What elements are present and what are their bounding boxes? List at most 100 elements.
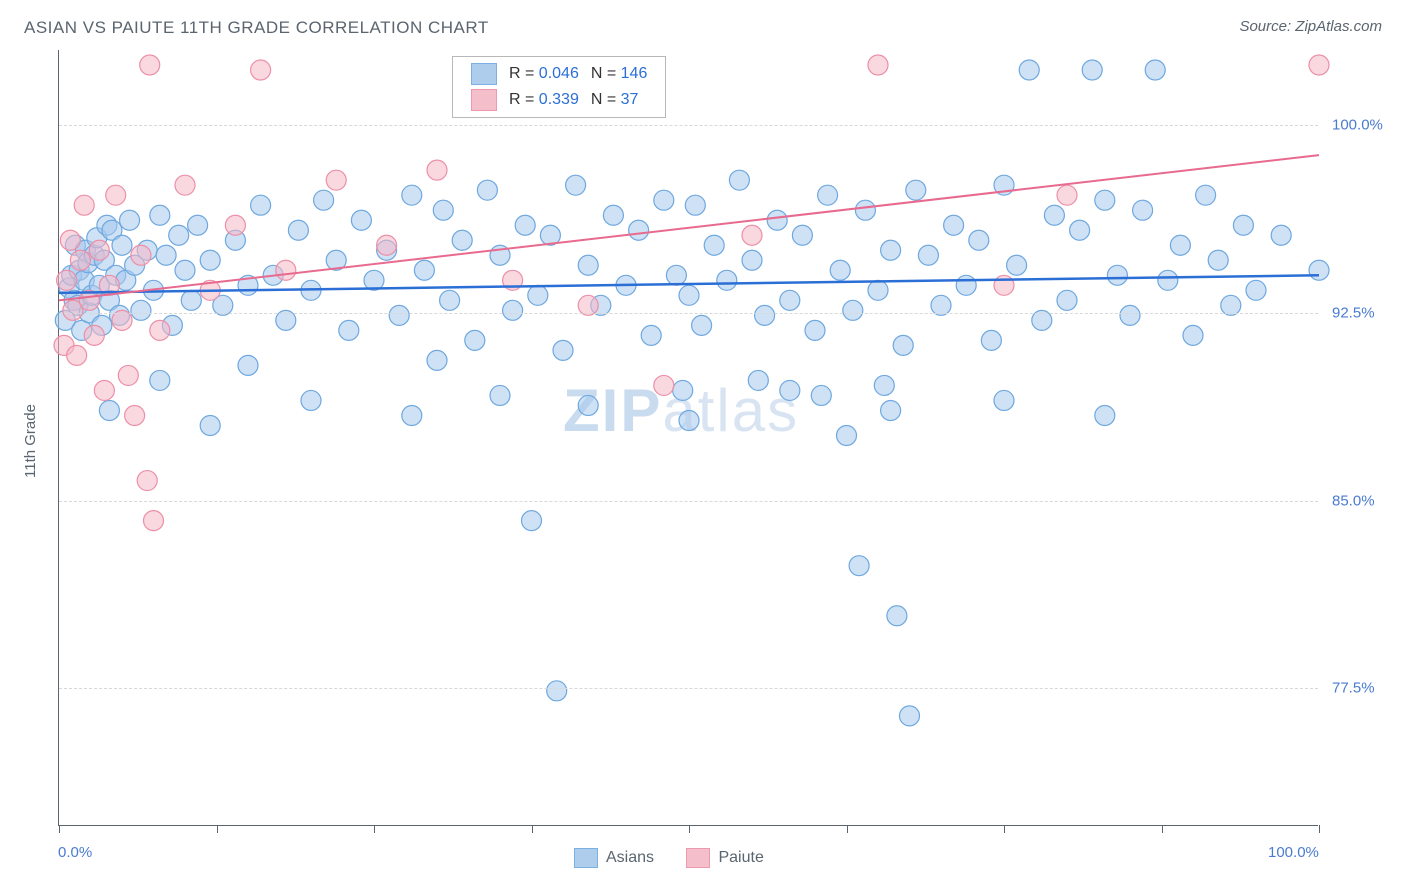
data-point (654, 190, 674, 210)
data-point (830, 260, 850, 280)
swatch-paiute-icon (686, 848, 710, 868)
data-point (906, 180, 926, 200)
data-point (150, 205, 170, 225)
y-tick-label: 92.5% (1332, 304, 1375, 321)
x-tick (532, 825, 533, 833)
data-point (181, 290, 201, 310)
data-point (70, 250, 90, 270)
data-point (175, 260, 195, 280)
data-point (477, 180, 497, 200)
data-point (881, 240, 901, 260)
y-tick-label: 100.0% (1332, 117, 1383, 134)
data-point (969, 230, 989, 250)
y-tick-label: 77.5% (1332, 680, 1375, 697)
legend-item-asians: Asians (574, 848, 654, 868)
data-point (811, 385, 831, 405)
data-point (1271, 225, 1291, 245)
data-point (94, 380, 114, 400)
data-point (1309, 55, 1329, 75)
data-point (427, 160, 447, 180)
data-point (1246, 280, 1266, 300)
swatch-paiute (471, 89, 497, 111)
data-point (144, 511, 164, 531)
data-point (805, 320, 825, 340)
data-point (994, 390, 1014, 410)
legend-bottom: Asians Paiute (560, 848, 778, 873)
data-point (566, 175, 586, 195)
data-point (276, 260, 296, 280)
data-point (440, 290, 460, 310)
data-point (1044, 205, 1064, 225)
y-tick-label: 85.0% (1332, 492, 1375, 509)
chart-title: ASIAN VS PAIUTE 11TH GRADE CORRELATION C… (24, 18, 489, 38)
data-point (188, 215, 208, 235)
data-point (528, 285, 548, 305)
data-point (106, 185, 126, 205)
data-point (956, 275, 976, 295)
data-point (1233, 215, 1253, 235)
data-point (881, 400, 901, 420)
data-point (547, 681, 567, 701)
data-point (339, 320, 359, 340)
data-point (666, 265, 686, 285)
data-point (553, 340, 573, 360)
n-value-paiute: 37 (621, 91, 639, 108)
data-point (402, 405, 422, 425)
data-point (742, 225, 762, 245)
data-point (692, 315, 712, 335)
data-point (57, 270, 77, 290)
data-point (150, 370, 170, 390)
y-axis-title: 11th Grade (22, 404, 39, 478)
data-point (944, 215, 964, 235)
legend-label-asians: Asians (606, 849, 654, 867)
data-point (1095, 405, 1115, 425)
data-point (156, 245, 176, 265)
data-point (60, 230, 80, 250)
data-point (1057, 290, 1077, 310)
r-value-asians: 0.046 (539, 65, 579, 82)
legend-row-paiute: R = 0.339 N = 37 (465, 87, 653, 113)
data-point (742, 250, 762, 270)
legend-item-paiute: Paiute (686, 848, 763, 868)
data-point (314, 190, 334, 210)
data-point (433, 200, 453, 220)
data-point (1309, 260, 1329, 280)
data-point (251, 195, 271, 215)
data-point (140, 55, 160, 75)
data-point (837, 425, 857, 445)
x-min-label: 0.0% (58, 844, 92, 861)
x-tick (689, 825, 690, 833)
data-point (780, 290, 800, 310)
data-point (729, 170, 749, 190)
data-point (99, 400, 119, 420)
data-point (1170, 235, 1190, 255)
data-point (89, 240, 109, 260)
data-point (603, 205, 623, 225)
data-point (792, 225, 812, 245)
data-point (818, 185, 838, 205)
data-point (1019, 60, 1039, 80)
data-point (150, 320, 170, 340)
data-point (1007, 255, 1027, 275)
data-point (918, 245, 938, 265)
data-point (67, 345, 87, 365)
data-point (301, 390, 321, 410)
data-point (868, 280, 888, 300)
swatch-asians (471, 63, 497, 85)
data-point (1070, 220, 1090, 240)
data-point (169, 225, 189, 245)
data-point (452, 230, 472, 250)
data-point (1196, 185, 1216, 205)
data-point (288, 220, 308, 240)
data-point (200, 250, 220, 270)
data-point (402, 185, 422, 205)
data-point (1183, 325, 1203, 345)
data-point (465, 330, 485, 350)
data-point (755, 305, 775, 325)
swatch-asians-icon (574, 848, 598, 868)
data-point (490, 385, 510, 405)
plot-area: ZIPatlas (58, 50, 1318, 826)
chart-svg (59, 50, 1319, 826)
data-point (843, 300, 863, 320)
data-point (137, 471, 157, 491)
